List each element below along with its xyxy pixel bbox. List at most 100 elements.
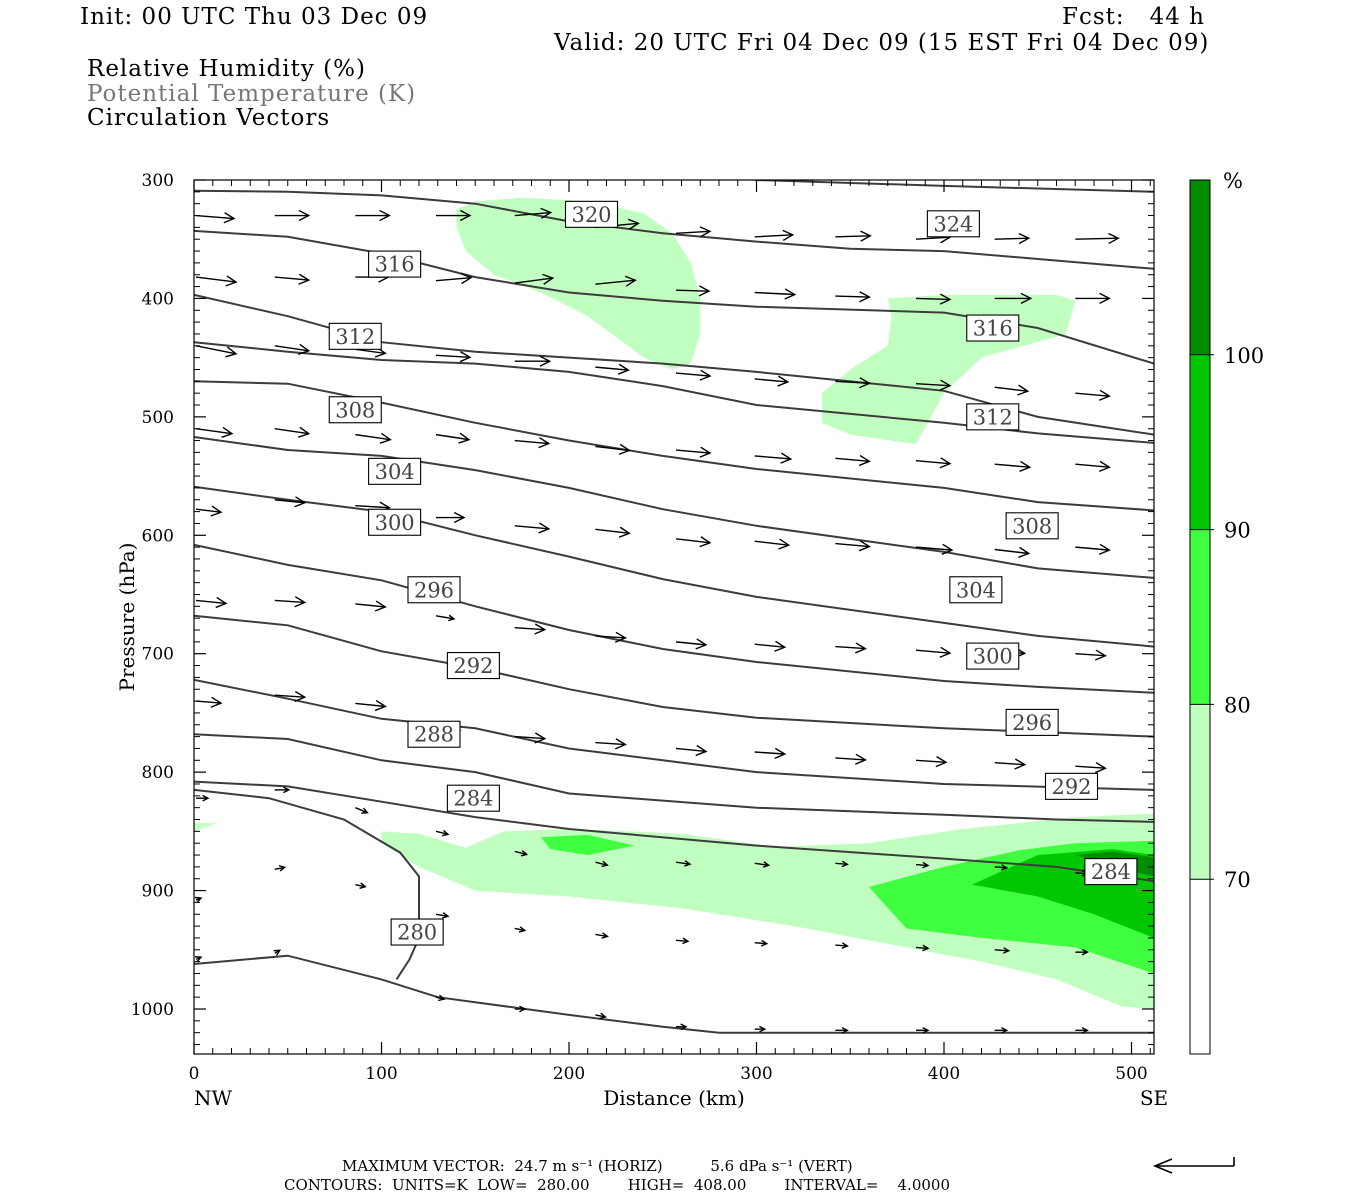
contour-label-box	[407, 576, 461, 604]
y-axis-title: Pressure (hPa)	[115, 543, 139, 692]
vector-shaft	[754, 540, 789, 546]
vector-arrow	[514, 207, 553, 219]
vector-arrow	[355, 882, 367, 889]
vector-shaft	[1075, 546, 1110, 551]
vector-shaft	[195, 276, 237, 283]
vector-arrow	[675, 369, 712, 381]
isentrope-292	[194, 678, 1154, 791]
vector-head	[210, 505, 223, 517]
vector-arrow	[595, 860, 609, 868]
vector-arrow	[514, 273, 555, 285]
vector-head	[359, 882, 367, 889]
vector-arrow	[435, 614, 456, 622]
vector-arrow	[1075, 543, 1111, 555]
vector-arrow	[835, 230, 872, 242]
vector-shaft	[595, 366, 629, 371]
y-tick-label: 600	[142, 526, 174, 546]
vector-shaft	[595, 279, 636, 285]
vector-shaft	[1075, 765, 1106, 769]
vector-shaft	[915, 459, 951, 465]
vector-arrow	[514, 522, 551, 534]
vector-head	[221, 426, 234, 438]
isentrope-288	[194, 733, 1154, 823]
contour-label-box	[966, 642, 1020, 670]
vector-arrow	[514, 926, 527, 933]
vector-arrow	[514, 437, 551, 449]
vector-head	[601, 860, 609, 868]
colorbar-segment	[1190, 879, 1210, 1054]
vector-shaft	[274, 866, 285, 870]
vector-head	[699, 446, 712, 458]
vector-shaft	[435, 433, 470, 441]
vector-arrow	[355, 807, 369, 814]
vector-arrow	[675, 536, 712, 548]
vector-head	[542, 273, 555, 285]
vector-head	[922, 861, 930, 869]
vector-arrow	[915, 379, 952, 391]
vector-arrow	[436, 511, 466, 524]
contour-label-box	[1084, 858, 1138, 886]
vector-shaft	[675, 641, 707, 646]
vector-arrow	[915, 646, 952, 658]
vector-head	[273, 949, 282, 956]
vector-arrow	[994, 460, 1032, 473]
contour-label: 292	[1051, 775, 1091, 799]
vector-head	[618, 443, 631, 455]
y-tick-label: 400	[142, 289, 174, 309]
rh-region-70	[456, 197, 701, 370]
potential-temperature-contours	[194, 180, 1154, 1034]
contour-label: 288	[414, 723, 454, 747]
vector-arrow	[675, 285, 711, 297]
vector-head	[601, 932, 609, 939]
vector-head	[939, 457, 952, 469]
vector-shaft	[994, 386, 1028, 392]
colorbar-segment	[1190, 529, 1210, 705]
vector-arrow	[595, 275, 637, 287]
vector-arrow	[274, 596, 307, 608]
vector-shaft	[835, 862, 848, 866]
vector-shaft	[435, 615, 455, 620]
contour-label-box	[368, 457, 422, 485]
isentrope-284	[194, 780, 1154, 883]
vector-head	[458, 432, 471, 444]
vector-head	[441, 829, 450, 837]
vector-shaft	[274, 694, 305, 698]
contour-label-box	[407, 720, 461, 748]
contour-label: 312	[973, 405, 1013, 429]
vector-head	[841, 942, 849, 949]
vector-arrow	[355, 209, 391, 222]
vector-shaft	[675, 538, 711, 544]
vector-arrow	[994, 384, 1030, 396]
isentrope-280	[194, 788, 420, 980]
vector-shaft	[994, 548, 1029, 555]
vector-arrow	[595, 738, 627, 750]
vector-arrow	[754, 288, 797, 300]
vector-arrow	[435, 912, 450, 919]
vector-shaft	[514, 927, 525, 932]
vector-shaft	[595, 861, 608, 866]
vector-shaft	[595, 445, 630, 452]
vector-shaft	[435, 830, 449, 836]
vector-shaft	[915, 236, 951, 240]
vector-head	[520, 850, 529, 857]
vector-shaft	[994, 949, 1009, 952]
vector-arrow	[1075, 649, 1107, 661]
contour-label: 284	[1091, 860, 1131, 884]
vector-shaft	[754, 291, 795, 296]
vector-shaft	[994, 237, 1029, 240]
vector-shaft	[274, 499, 305, 504]
vector-head	[762, 861, 771, 868]
vector-shaft	[835, 457, 870, 463]
vector-arrow	[915, 944, 930, 952]
x-tick-label: 400	[928, 1064, 960, 1084]
vector-head	[1018, 232, 1031, 245]
vector-head	[1108, 232, 1120, 245]
x-tick-label: 100	[365, 1064, 397, 1084]
contour-label-box	[328, 396, 382, 424]
vector-arrow	[195, 505, 223, 517]
vector-shaft	[595, 741, 626, 746]
vector-head	[922, 1026, 930, 1034]
vector-head	[627, 218, 640, 230]
vector-arrow	[435, 432, 471, 444]
